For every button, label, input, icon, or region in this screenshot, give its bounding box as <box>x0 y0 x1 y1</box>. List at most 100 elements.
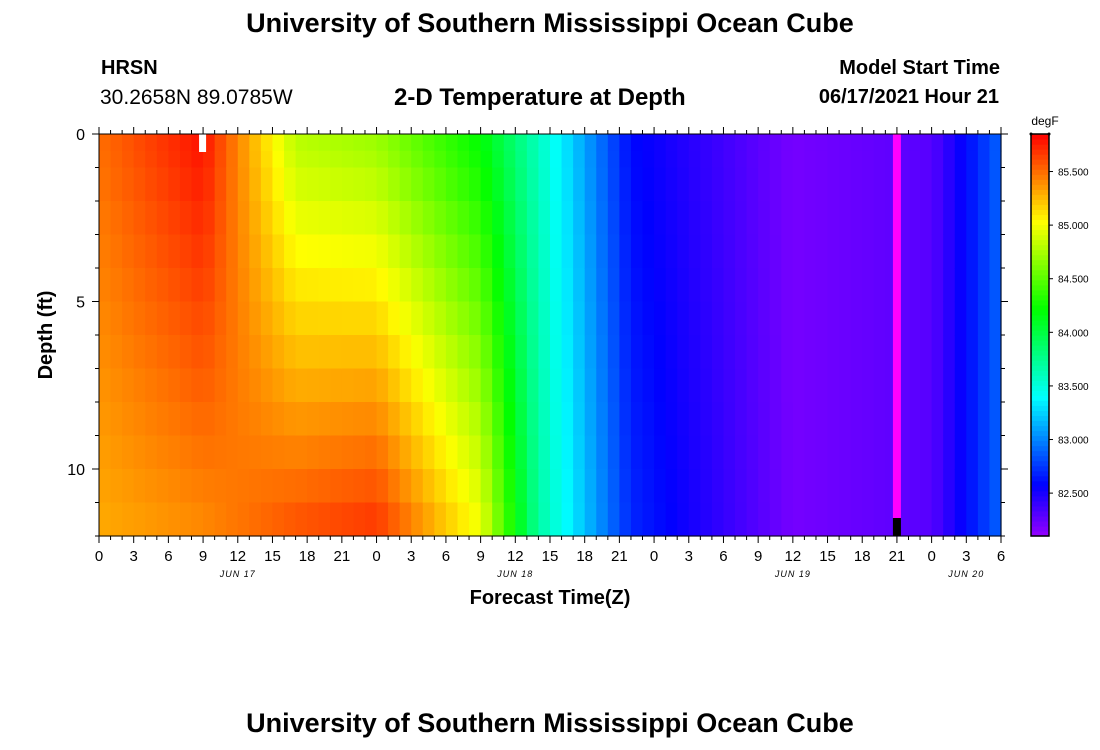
heatmap-cell <box>203 435 216 470</box>
heatmap-cell <box>272 234 285 269</box>
heatmap-cell <box>642 368 655 403</box>
heatmap-cell <box>943 268 956 303</box>
heatmap-cell <box>399 368 412 403</box>
heatmap-cell <box>700 268 713 303</box>
heatmap-cell <box>607 368 620 403</box>
heatmap-cell <box>954 167 967 202</box>
heatmap-cell <box>989 335 1002 370</box>
heatmap-cell <box>792 134 806 152</box>
heatmap-cell <box>376 469 389 504</box>
heatmap-cell <box>815 301 829 336</box>
heatmap-cell <box>318 402 331 437</box>
heatmap-cell <box>480 150 493 169</box>
heatmap-cell <box>249 502 262 537</box>
heatmap-cell <box>550 368 563 403</box>
heatmap-cell <box>307 301 320 336</box>
heatmap-cell <box>376 435 389 470</box>
heatmap-cell <box>630 335 644 370</box>
colorbar-swatch <box>1031 340 1049 346</box>
heatmap-cell <box>364 167 378 202</box>
heatmap-cell <box>723 335 736 370</box>
heatmap-cell <box>908 502 921 537</box>
heatmap-cell <box>145 402 158 437</box>
heatmap-cell <box>723 435 736 470</box>
heatmap-cell <box>804 234 817 269</box>
colorbar-tick-label: 84.000 <box>1058 328 1089 339</box>
heatmap-cell <box>226 502 239 537</box>
heatmap-cell <box>214 469 227 504</box>
y-axis-label: Depth (ft) <box>35 291 57 380</box>
heatmap-cell <box>122 469 135 504</box>
heatmap-cell <box>503 335 516 370</box>
heatmap-cell <box>203 335 216 370</box>
heatmap-cell <box>411 134 424 152</box>
heatmap-cell <box>203 402 216 437</box>
heatmap-cell <box>931 150 944 169</box>
heatmap-cell <box>561 201 574 236</box>
date-label: JUN 20 <box>947 569 984 579</box>
heatmap-cell <box>550 167 563 202</box>
heatmap-cell <box>99 335 112 370</box>
heatmap-cell <box>584 201 597 236</box>
colorbar-swatch <box>1031 355 1049 361</box>
heatmap-cell <box>480 335 493 370</box>
heatmap-cell <box>411 368 424 403</box>
heatmap-cell <box>318 150 331 169</box>
heatmap-cell <box>677 167 690 202</box>
heatmap-cell <box>573 368 586 403</box>
heatmap-cell <box>376 201 389 236</box>
heatmap-cell <box>156 368 169 403</box>
heatmap-cell <box>908 402 921 437</box>
heatmap-cell <box>769 134 782 152</box>
heatmap-cell <box>353 134 366 152</box>
heatmap-cell <box>839 150 852 169</box>
heatmap-cell <box>561 335 574 370</box>
heatmap-cell <box>99 167 112 202</box>
heatmap-cell <box>954 502 967 537</box>
heatmap-cell <box>376 402 389 437</box>
heatmap-cell <box>214 150 227 169</box>
heatmap-cell <box>99 201 112 236</box>
heatmap-cell <box>688 335 701 370</box>
heatmap-cell <box>260 150 274 169</box>
colorbar-swatch <box>1031 390 1049 396</box>
heatmap-cell <box>781 150 794 169</box>
heatmap-cell <box>133 335 146 370</box>
heatmap-cell <box>769 335 782 370</box>
heatmap-cell <box>654 301 667 336</box>
colorbar-swatch <box>1031 435 1049 442</box>
heatmap-cell <box>260 368 274 403</box>
heatmap-cell <box>665 368 678 403</box>
heatmap-cell <box>723 301 736 336</box>
heatmap-cell <box>179 469 193 504</box>
heatmap-cell <box>99 301 112 336</box>
heatmap-cell <box>191 502 204 537</box>
heatmap-cell <box>284 435 297 470</box>
heatmap-cell <box>503 402 516 437</box>
colorbar-unit: degF <box>1031 114 1058 128</box>
heatmap-cell <box>284 301 297 336</box>
heatmap-cell <box>503 150 516 169</box>
heatmap-cell <box>469 301 482 336</box>
heatmap-cell <box>792 435 806 470</box>
heatmap-cell <box>434 402 447 437</box>
heatmap-cell <box>422 150 435 169</box>
colorbar-swatch <box>1031 480 1049 487</box>
heatmap-cell <box>677 134 690 152</box>
heatmap-cell <box>862 167 875 202</box>
heatmap-cell <box>607 502 620 537</box>
heatmap-cell <box>249 201 262 236</box>
heatmap-cell <box>700 201 713 236</box>
station-name: HRSN <box>101 57 158 79</box>
heatmap-cell <box>318 167 331 202</box>
heatmap-cell <box>839 234 852 269</box>
colorbar-swatch <box>1031 365 1049 371</box>
heatmap-cell <box>711 201 725 236</box>
heatmap-cell <box>550 201 563 236</box>
heatmap-cell <box>237 335 250 370</box>
heatmap-cell <box>526 134 540 152</box>
heatmap-cell <box>492 469 505 504</box>
heatmap-cell <box>815 234 829 269</box>
heatmap-cell <box>966 435 979 470</box>
heatmap-cell <box>654 335 667 370</box>
